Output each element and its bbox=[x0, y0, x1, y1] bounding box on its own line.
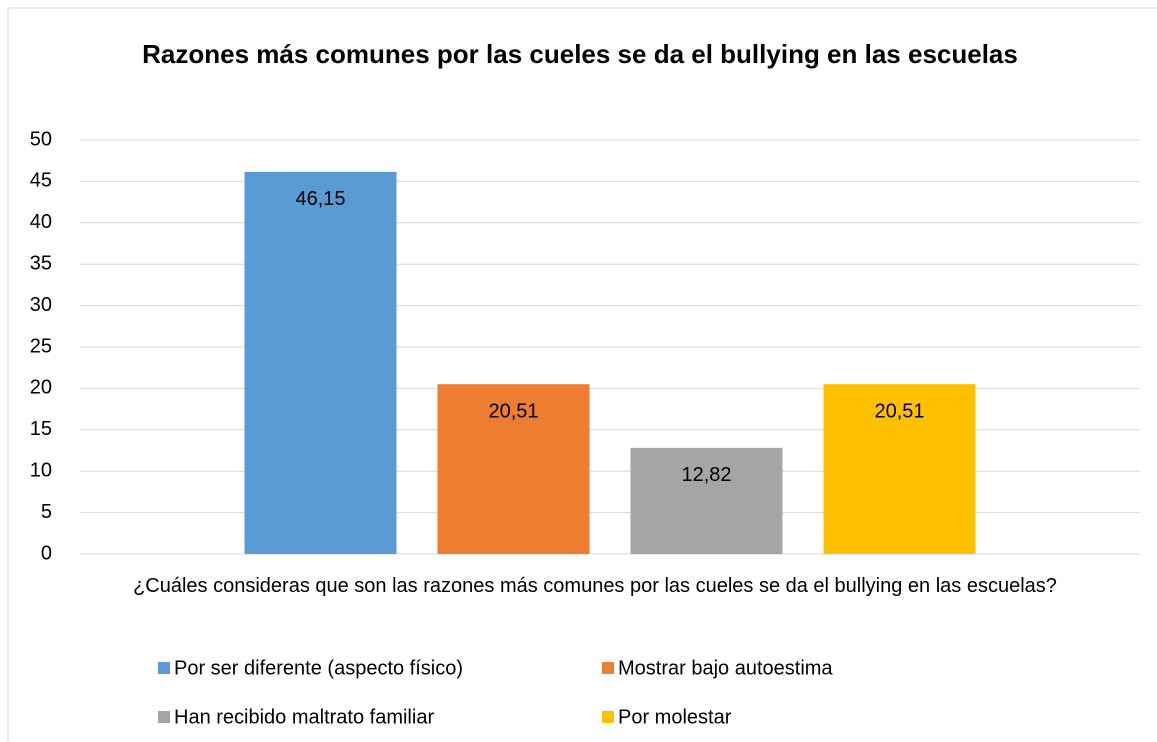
y-tick-label: 5 bbox=[41, 501, 52, 523]
legend-swatch bbox=[158, 711, 170, 723]
chart-title: Razones más comunes por las cueles se da… bbox=[142, 39, 1018, 69]
legend-swatch bbox=[602, 662, 614, 674]
data-label: 12,82 bbox=[681, 464, 731, 486]
chart-border bbox=[7, 7, 1157, 742]
bar bbox=[437, 384, 590, 554]
data-label: 46,15 bbox=[295, 188, 345, 210]
legend-label: Han recibido maltrato familiar bbox=[174, 706, 434, 728]
data-label: 20,51 bbox=[874, 400, 924, 422]
y-tick-label: 30 bbox=[30, 294, 52, 316]
y-tick-label: 20 bbox=[30, 377, 52, 399]
y-tick-label: 25 bbox=[30, 335, 52, 357]
legend-label: Por molestar bbox=[618, 706, 732, 728]
y-tick-label: 45 bbox=[30, 170, 52, 192]
y-tick-label: 50 bbox=[30, 128, 52, 150]
legend-label: Mostrar bajo autoestima bbox=[618, 657, 833, 679]
data-label: 20,51 bbox=[488, 400, 538, 422]
y-tick-label: 15 bbox=[30, 418, 52, 440]
y-tick-label: 0 bbox=[41, 542, 52, 564]
y-tick-label: 40 bbox=[30, 211, 52, 233]
legend-swatch bbox=[158, 662, 170, 674]
legend-label: Por ser diferente (aspecto físico) bbox=[174, 657, 463, 679]
bar bbox=[630, 447, 783, 554]
y-tick-label: 10 bbox=[30, 459, 52, 481]
legend-swatch bbox=[602, 711, 614, 723]
x-category-label: ¿Cuáles consideras que son las razones m… bbox=[133, 575, 1057, 597]
bar bbox=[244, 171, 397, 555]
y-tick-label: 35 bbox=[30, 252, 52, 274]
bar bbox=[823, 384, 976, 554]
